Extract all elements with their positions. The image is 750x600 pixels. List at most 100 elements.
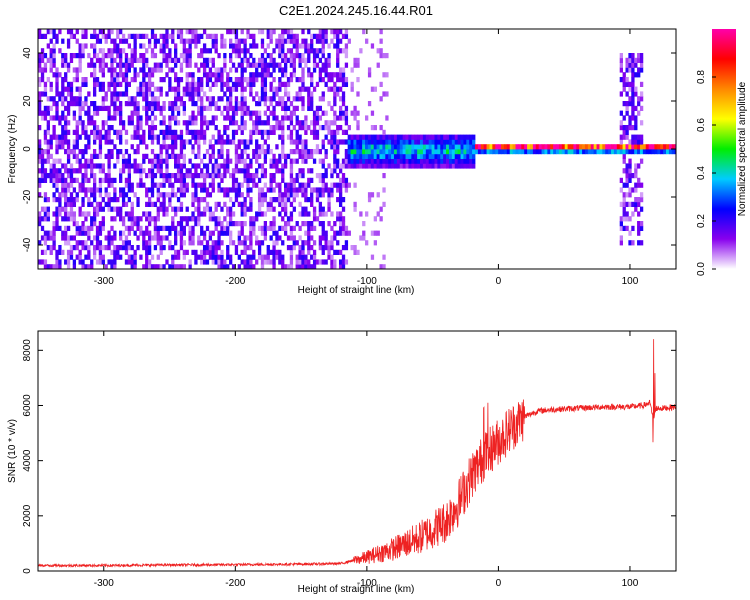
spectrogram-cell xyxy=(110,177,114,183)
spectrogram-cell xyxy=(628,53,632,59)
spectrogram-cell xyxy=(116,77,120,83)
spectrogram-cell xyxy=(341,77,346,83)
spectrogram-cell xyxy=(367,153,372,159)
spectrogram-cell xyxy=(43,173,48,179)
spectrogram-cell xyxy=(269,96,273,102)
spectrogram-cell xyxy=(133,168,137,174)
spectrogram-cell xyxy=(130,62,134,68)
spectrogram-cell xyxy=(75,221,79,227)
spectrogram-cell xyxy=(205,245,210,251)
spectrogram-cell xyxy=(272,264,276,269)
spectrogram-cell xyxy=(304,197,308,203)
spectrogram-cell xyxy=(344,81,349,87)
spectrogram-cell xyxy=(269,101,273,107)
spectrogram-cell xyxy=(191,144,195,150)
spectrogram-cell xyxy=(191,249,195,255)
x-tick-label: -200 xyxy=(225,276,245,287)
spectrogram-cell xyxy=(341,163,346,169)
spectrogram-cell xyxy=(92,29,97,35)
spectrogram-cell xyxy=(301,249,305,255)
spectrogram-cell xyxy=(440,158,444,164)
spectrogram-cell xyxy=(84,158,88,164)
spectrogram-cell xyxy=(289,211,294,217)
spectrogram-cell xyxy=(142,96,146,102)
spectrogram-cell xyxy=(64,139,68,145)
spectrogram-cell xyxy=(81,43,85,49)
spectrogram-cell xyxy=(92,139,97,145)
spectrogram-cell xyxy=(330,259,334,265)
spectrogram-cell xyxy=(281,101,285,107)
spectrogram-cell xyxy=(110,240,114,246)
spectrogram-cell xyxy=(353,139,357,145)
spectrogram-cell xyxy=(252,249,256,255)
spectrogram-cell xyxy=(205,149,210,155)
spectrogram-cell xyxy=(162,77,166,83)
spectrogram-cell xyxy=(379,216,383,222)
spectrogram-cell xyxy=(205,33,210,39)
spectrogram-cell xyxy=(283,29,288,35)
spectrogram-cell xyxy=(631,187,635,193)
spectrogram-cell xyxy=(263,211,268,217)
spectrogram-cell xyxy=(43,206,48,212)
spectrogram-cell xyxy=(98,29,103,35)
spectrogram-cell xyxy=(159,91,163,97)
spectrogram-cell xyxy=(49,86,53,92)
spectrogram-cell xyxy=(58,72,62,78)
spectrogram-cell xyxy=(58,259,62,265)
spectrogram-cell xyxy=(272,197,276,203)
spectrogram-cell xyxy=(81,211,85,217)
spectrogram-cell xyxy=(457,163,461,169)
spectrogram-cell xyxy=(344,158,349,164)
spectrogram-cell xyxy=(90,163,94,169)
spectrogram-cell xyxy=(286,187,291,193)
spectrogram-cell xyxy=(359,163,363,169)
spectrogram-cell xyxy=(237,240,241,246)
spectrogram-cell xyxy=(402,153,406,159)
spectrogram-cell xyxy=(460,139,464,145)
spectrogram-cell xyxy=(263,173,268,179)
spectrogram-cell xyxy=(69,57,74,63)
spectrogram-cell xyxy=(142,81,146,87)
spectrogram-cell xyxy=(312,86,317,92)
spectrogram-cell xyxy=(202,91,207,97)
spectrogram-cell xyxy=(171,192,175,198)
spectrogram-cell xyxy=(147,168,152,174)
spectrogram-cell xyxy=(69,81,74,87)
spectrogram-cell xyxy=(414,158,418,164)
spectrogram-cell xyxy=(226,101,230,107)
spectrogram-cell xyxy=(275,115,279,121)
spectrogram-cell xyxy=(382,144,386,150)
spectrogram-cell xyxy=(38,105,42,111)
spectrogram-cell xyxy=(211,153,215,159)
spectrogram-cell xyxy=(191,101,195,107)
spectrogram-cell xyxy=(472,153,476,159)
spectrogram-cell xyxy=(188,230,192,236)
spectrogram-cell xyxy=(272,62,276,68)
spectrogram-cell xyxy=(622,72,626,78)
spectrogram-cell xyxy=(127,57,131,63)
spectrogram-cell xyxy=(81,225,85,231)
spectrogram-cell xyxy=(234,48,239,54)
spectrogram-cell xyxy=(333,81,337,87)
spectrogram-cell xyxy=(622,134,626,140)
spectrogram-cell xyxy=(226,96,230,102)
spectrogram-cell xyxy=(226,125,230,131)
spectrogram-cell xyxy=(310,264,314,269)
spectrogram-cell xyxy=(286,38,291,44)
spectrogram-cell xyxy=(639,182,644,188)
spectrogram-cell xyxy=(637,177,641,183)
spectrogram-cell xyxy=(98,240,103,246)
spectrogram-cell xyxy=(307,101,311,107)
spectrogram-cell xyxy=(174,91,178,97)
spectrogram-cell xyxy=(622,77,626,83)
spectrogram-cell xyxy=(246,254,250,260)
spectrogram-cell xyxy=(359,153,363,159)
spectrogram-cell xyxy=(295,38,299,44)
spectrogram-cell xyxy=(205,125,210,131)
spectrogram-cell xyxy=(263,197,268,203)
spectrogram-cell xyxy=(214,67,218,73)
spectrogram-cell xyxy=(43,110,48,116)
spectrogram-cell xyxy=(289,77,294,83)
spectrogram-cell xyxy=(420,149,424,155)
spectrogram-cell xyxy=(639,240,644,246)
